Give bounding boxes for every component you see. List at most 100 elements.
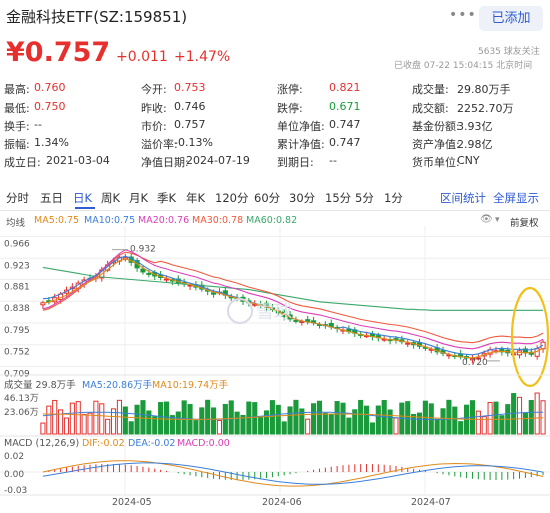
quote-label: 资产净值: xyxy=(412,138,460,151)
volume-bar xyxy=(263,410,270,435)
quote-value: 29.80万手 xyxy=(457,83,511,96)
volume-bar xyxy=(452,406,458,435)
tab-9[interactable]: 30分 xyxy=(289,191,316,205)
x-label-jun: 2024-06 xyxy=(262,497,302,508)
volume-bar xyxy=(475,410,481,435)
volume-bar xyxy=(299,408,305,435)
volume-bar xyxy=(352,409,358,435)
tab-4[interactable]: 月K xyxy=(129,191,149,205)
chevron-down-icon[interactable]: ▾ xyxy=(495,215,500,225)
quote-label: 成交额: xyxy=(412,102,449,115)
volume-bar xyxy=(316,400,323,435)
quote-value: -0.13% xyxy=(174,136,213,149)
volume-bar xyxy=(405,401,411,435)
quote-label: 成交量: xyxy=(412,83,449,96)
volume-bar xyxy=(287,406,293,435)
tab-12[interactable]: 1分 xyxy=(384,191,403,205)
quote-label: 净值日期: xyxy=(141,156,189,169)
volume-bar xyxy=(93,400,99,435)
tab-10[interactable]: 15分 xyxy=(325,191,352,205)
volume-bar xyxy=(87,412,93,435)
volume-bar xyxy=(516,396,523,435)
price-change: +0.011 xyxy=(116,49,168,65)
quote-value: 3.93亿 xyxy=(457,120,493,133)
y-tick-label: 0.709 xyxy=(4,369,30,379)
ma-legend-item: MA10:0.75 xyxy=(84,215,136,226)
fullscreen-button[interactable]: 全屏显示 xyxy=(493,191,539,205)
quote-label: 成立日: xyxy=(4,156,41,169)
quote-value: 0.753 xyxy=(174,81,206,94)
quote-label: 昨收: xyxy=(141,102,167,115)
candle-body xyxy=(305,319,311,322)
candle-body xyxy=(405,342,411,345)
eye-icon[interactable]: 👁 xyxy=(480,214,493,225)
quote-label: 溢价率: xyxy=(141,138,178,151)
volume-ma5: MA5:20.86万手 xyxy=(82,380,153,391)
more-dots-icon[interactable]: ••• xyxy=(449,7,477,23)
volume-bar xyxy=(358,399,364,435)
volume-title: 成交量 29.8万手 xyxy=(4,380,76,391)
high-label: 0.932 xyxy=(130,245,156,255)
tab-5[interactable]: 季K xyxy=(157,191,177,205)
volume-bar xyxy=(181,400,187,435)
volume-bar xyxy=(481,416,487,435)
tab-11[interactable]: 5分 xyxy=(355,191,374,205)
volume-bar xyxy=(387,409,393,435)
security-title: 金融科技ETF(SZ:159851) xyxy=(6,8,188,26)
tab-8[interactable]: 60分 xyxy=(254,191,281,205)
kline-title: 均线 xyxy=(6,218,26,229)
tab-6[interactable]: 年K xyxy=(186,191,206,205)
quote-label: 涨停: xyxy=(277,83,303,96)
volume-bar xyxy=(81,413,87,435)
quote-label: 换手: xyxy=(4,120,30,133)
ma-legend-item: MA60:0.82 xyxy=(246,215,298,226)
volume-bar xyxy=(252,402,258,435)
volume-bar xyxy=(211,407,217,435)
tab-2[interactable]: 日K xyxy=(73,191,93,205)
volume-bar xyxy=(458,421,464,435)
volume-bar xyxy=(199,407,205,435)
candle-body xyxy=(146,272,152,275)
tab-7[interactable]: 120分 xyxy=(215,191,249,205)
volume-bar xyxy=(140,400,146,435)
volume-bar xyxy=(146,410,152,435)
low-label: 0.720 xyxy=(462,358,488,368)
tab-1[interactable]: 五日 xyxy=(40,191,63,205)
volume-bar xyxy=(446,399,452,435)
volume-bar xyxy=(169,415,175,435)
tab-3[interactable]: 周K xyxy=(101,191,121,205)
volume-bar xyxy=(63,417,70,435)
volume-bar xyxy=(110,408,117,435)
chart-period-tabs: 分时 五日 日K 周K 月K 季K 年K 120分 60分 30分 15分 5分 1分 区间统计 全屏显示 xyxy=(0,190,550,210)
volume-bar xyxy=(258,416,264,435)
volume-y-mid: 23.06万 xyxy=(4,408,39,418)
follow-button[interactable]: 已添加 xyxy=(479,6,543,31)
watermark-icon xyxy=(227,298,253,324)
volume-bar xyxy=(293,399,299,435)
volume-bar xyxy=(240,414,246,435)
quote-value: 0.746 xyxy=(174,100,206,113)
volume-bar xyxy=(281,421,287,435)
volume-bar xyxy=(46,405,52,435)
volume-bar xyxy=(216,419,223,435)
range-stats-button[interactable]: 区间统计 xyxy=(440,191,486,205)
volume-bar xyxy=(228,400,234,435)
volume-bar xyxy=(163,401,170,435)
volume-bar xyxy=(522,412,528,435)
quote-label: 市价: xyxy=(141,120,167,133)
volume-bar xyxy=(487,401,493,435)
ma-legend-item: MA30:0.78 xyxy=(192,215,244,226)
active-tab-indicator xyxy=(75,207,95,209)
y-tick-label: 0.795 xyxy=(4,326,30,336)
ma20-line xyxy=(42,249,544,350)
adjust-type[interactable]: 前复权 xyxy=(510,218,539,229)
ma5-line xyxy=(42,258,544,359)
macd-dif-line xyxy=(42,460,544,487)
volume-bar xyxy=(499,415,505,435)
volume-bar xyxy=(269,400,275,435)
quote-value: 2021-03-04 xyxy=(46,154,110,167)
y-tick-label: 0.881 xyxy=(4,283,30,293)
quote-label: 今开: xyxy=(141,83,167,96)
tab-0[interactable]: 分时 xyxy=(6,191,29,205)
